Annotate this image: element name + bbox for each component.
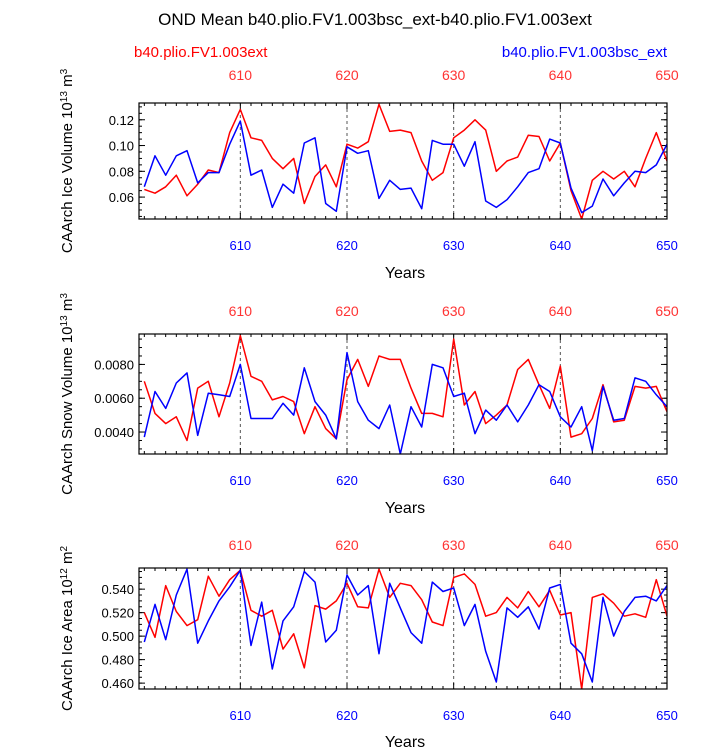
y-axis-label-exponent: 13 (59, 315, 70, 327)
x-tick-label-bottom: 610 (229, 708, 251, 723)
panel-2: 0.0040 0.0060 0.0080 610 610 620 620 630 630 640 6… (59, 293, 679, 517)
y-tick-label: 0.0040 (94, 425, 134, 440)
legend-entry-bsc-ext: b40.plio.FV1.003bsc_ext (502, 44, 668, 61)
x-tick-label-top: 630 (442, 67, 466, 83)
panel-3: 0.460 0.480 0.500 0.520 0.540 610 610 620 620 630… (59, 537, 679, 748)
x-tick-label-bottom: 630 (443, 708, 465, 723)
x-tick-label-bottom: 620 (336, 708, 358, 723)
series-line-ext (143, 334, 667, 442)
panel-frame (138, 102, 668, 220)
x-tick-label-top: 630 (442, 303, 466, 319)
y-tick-label: 0.0060 (94, 391, 134, 406)
x-tick-label-top: 610 (229, 303, 253, 319)
x-tick-label-top: 620 (335, 303, 359, 319)
y-axis-label-text: m (59, 74, 76, 91)
x-tick-label-top: 620 (335, 67, 359, 83)
y-axis-label-exponent: 3 (59, 68, 70, 74)
y-tick-label: 0.460 (101, 676, 134, 691)
panel-frame (138, 333, 668, 455)
y-tick-label: 0.12 (109, 113, 134, 128)
x-tick-label-bottom: 610 (229, 238, 251, 253)
y-axis-label-text: CAArch Ice Area 10 (59, 579, 76, 711)
y-tick-label: 0.500 (101, 629, 134, 644)
x-tick-label-top: 650 (655, 303, 679, 319)
y-axis-label-exponent: 12 (59, 568, 70, 580)
series-line-bsc-ext (143, 351, 667, 454)
y-axis-label-text: CAArch Snow Volume 10 (59, 326, 76, 494)
y-tick-label: 0.06 (109, 190, 134, 205)
y-axis-label: CAArch Ice Volume 1013 m3 (59, 68, 77, 253)
x-tick-label-bottom: 630 (443, 473, 465, 488)
series-line-ext (144, 103, 667, 219)
y-axis-label-exponent: 2 (59, 546, 70, 552)
x-tick-label-top: 640 (549, 303, 573, 319)
chart-title: OND Mean b40.plio.FV1.003bsc_ext-b40.pli… (158, 10, 592, 29)
y-axis-label: CAArch Ice Area 1012 m2 (59, 546, 77, 712)
x-tick-label-bottom: 620 (336, 238, 358, 253)
y-tick-label: 0.520 (101, 606, 134, 621)
x-tick-label-bottom: 650 (656, 238, 678, 253)
y-axis-label-exponent: 13 (59, 91, 70, 103)
panel-frame (138, 567, 668, 690)
x-tick-label-top: 620 (335, 537, 359, 553)
y-tick-label: 0.480 (101, 653, 134, 668)
series-line-bsc-ext (143, 568, 667, 683)
series-line-bsc-ext (143, 120, 667, 214)
x-tick-label-bottom: 640 (549, 708, 571, 723)
y-tick-label: 0.0080 (94, 357, 134, 372)
x-tick-label-top: 640 (549, 67, 573, 83)
x-tick-label-bottom: 640 (549, 238, 571, 253)
x-tick-label-bottom: 640 (549, 473, 571, 488)
y-tick-label: 0.540 (101, 582, 134, 597)
x-tick-label-bottom: 630 (443, 238, 465, 253)
x-tick-label-top: 650 (655, 537, 679, 553)
panel-1: 0.06 0.08 0.10 0.12 610 610 620 620 630 630 640 640… (59, 67, 679, 282)
y-tick-label: 0.10 (109, 139, 134, 154)
y-axis-label-text: m (59, 552, 76, 569)
y-axis-label-exponent: 3 (59, 293, 70, 299)
x-tick-label-top: 630 (442, 537, 466, 553)
x-tick-label-bottom: 650 (656, 708, 678, 723)
x-tick-label-bottom: 650 (656, 473, 678, 488)
y-tick-label: 0.08 (109, 164, 134, 179)
x-axis-label: Years (385, 265, 425, 282)
legend-entry-ext: b40.plio.FV1.003ext (134, 44, 268, 61)
x-tick-label-bottom: 620 (336, 473, 358, 488)
x-tick-label-bottom: 610 (229, 473, 251, 488)
x-tick-label-top: 610 (229, 537, 253, 553)
x-tick-label-top: 610 (229, 67, 253, 83)
x-tick-label-top: 650 (655, 67, 679, 83)
x-tick-label-top: 640 (549, 537, 573, 553)
y-axis-label-text: m (59, 299, 76, 316)
series-line-ext (143, 568, 667, 689)
x-axis-label: Years (385, 500, 425, 517)
y-axis-label: CAArch Snow Volume 1013 m3 (59, 293, 77, 495)
y-axis-label-text: CAArch Ice Volume 10 (59, 102, 76, 253)
x-axis-label: Years (385, 734, 425, 748)
